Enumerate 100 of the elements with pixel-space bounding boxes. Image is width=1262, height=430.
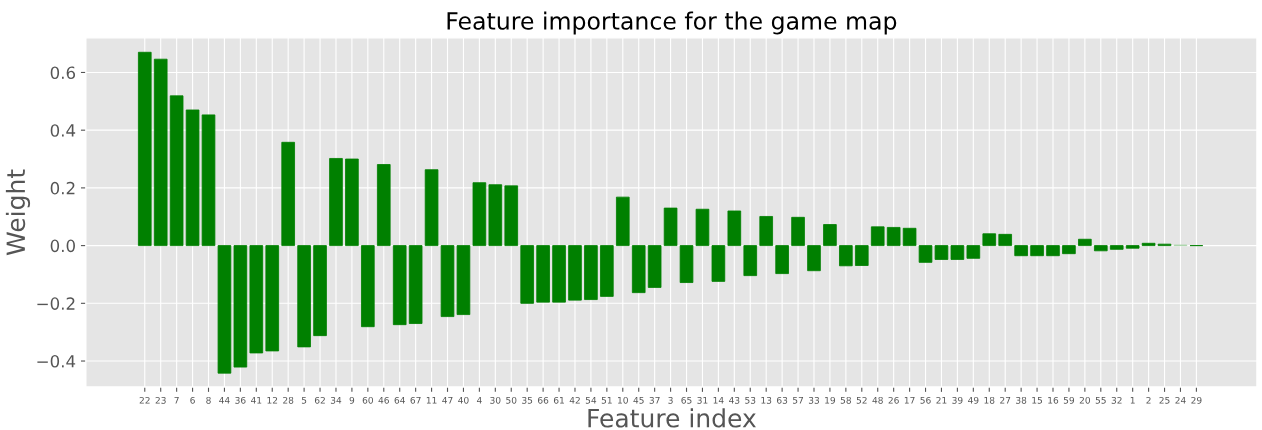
- x-tick-label: 8: [206, 396, 211, 404]
- bar: [281, 141, 295, 247]
- x-tick-label: 53: [745, 396, 756, 404]
- x-tick-label: 9: [349, 396, 355, 404]
- x-tick-label: 35: [522, 396, 533, 404]
- x-tick-label: 26: [888, 396, 899, 404]
- x-tick-label: 2: [1146, 396, 1151, 404]
- x-tick-label: 60: [362, 396, 373, 404]
- x-tick-label: 7: [174, 397, 179, 404]
- x-tick-label: 32: [1111, 396, 1122, 404]
- x-tick-label: 1: [1130, 397, 1135, 404]
- x-tick-label: 42: [569, 396, 580, 404]
- x-tick-label: 55: [1095, 397, 1106, 404]
- bar: [1109, 245, 1124, 250]
- x-tick-label: 40: [458, 396, 469, 404]
- bar: [855, 245, 869, 266]
- bar: [153, 58, 168, 247]
- bar: [743, 245, 758, 277]
- chart-title: Feature importance for the game map: [447, 11, 897, 35]
- bar: [1141, 242, 1156, 247]
- x-tick-label: 28: [283, 396, 294, 404]
- x-tick-label: 30: [490, 396, 501, 404]
- bar: [886, 227, 901, 247]
- x-tick-label: 52: [856, 396, 867, 404]
- x-tick-label: 39: [952, 396, 963, 404]
- bar: [807, 245, 821, 272]
- x-tick-label: 61: [553, 396, 564, 404]
- bar: [1078, 238, 1092, 247]
- y-tick-label: 0.2: [50, 181, 75, 195]
- x-tick-label: 6: [190, 396, 195, 404]
- x-tick-label: 18: [984, 396, 995, 404]
- bar: [552, 245, 566, 303]
- bar: [711, 245, 726, 282]
- bar: [600, 245, 614, 297]
- y-tick-label: 0.0: [50, 239, 75, 253]
- bar: [169, 95, 184, 247]
- y-tick-label: −0.2: [37, 297, 75, 310]
- bar: [329, 158, 343, 247]
- x-tick-label: 50: [506, 396, 517, 404]
- x-tick-label: 54: [585, 397, 597, 404]
- bar: [902, 227, 917, 247]
- x-tick-label: 59: [1063, 396, 1075, 404]
- bar: [759, 216, 773, 247]
- bar: [472, 182, 487, 247]
- x-tick-label: 45: [633, 397, 644, 404]
- x-tick-label: 36: [235, 396, 246, 404]
- bar: [839, 245, 853, 267]
- bar: [408, 245, 423, 324]
- bar: [488, 184, 503, 247]
- bar: [823, 224, 837, 247]
- x-tick-label: 12: [267, 396, 278, 404]
- bar: [313, 245, 327, 337]
- bar: [775, 245, 789, 275]
- x-tick-label: 64: [394, 396, 405, 404]
- x-tick-label: 21: [936, 396, 947, 404]
- x-tick-label: 25: [1159, 396, 1170, 404]
- bar: [1094, 245, 1108, 252]
- x-tick-label: 49: [968, 396, 979, 404]
- x-tick-label: 51: [601, 397, 612, 404]
- x-tick-label: 31: [697, 396, 708, 404]
- x-tick-label: 34: [330, 396, 342, 404]
- x-tick-label: 16: [1048, 396, 1059, 404]
- x-tick-label: 57: [793, 397, 804, 404]
- x-tick-label: 22: [139, 396, 150, 404]
- x-tick-label: 19: [825, 396, 836, 404]
- y-tick-label: 0.4: [50, 124, 76, 137]
- bar: [982, 233, 997, 247]
- x-tick-label: 4: [476, 397, 482, 404]
- bar: [584, 245, 598, 300]
- x-tick-label: 5: [301, 397, 307, 404]
- x-tick-label: 46: [378, 396, 389, 404]
- x-tick-label: 44: [219, 397, 230, 404]
- bar: [647, 245, 662, 288]
- bar: [520, 245, 534, 304]
- x-tick-label: 13: [761, 396, 772, 404]
- x-tick-label: 15: [1032, 397, 1043, 404]
- x-tick-label: 38: [1016, 396, 1027, 404]
- x-tick-label: 65: [681, 396, 692, 404]
- x-tick-label: 56: [920, 396, 931, 404]
- x-tick-label: 14: [713, 397, 724, 404]
- bar: [631, 245, 646, 294]
- bar: [1046, 245, 1060, 257]
- bar: [998, 233, 1012, 247]
- bar: [376, 164, 391, 247]
- bar: [1030, 245, 1044, 257]
- x-tick-label: 29: [1191, 396, 1202, 404]
- bar: [870, 226, 885, 247]
- bar: [568, 245, 582, 301]
- x-tick-label: 24: [1175, 396, 1186, 404]
- x-tick-label: 20: [1079, 396, 1091, 404]
- bar: [249, 245, 264, 354]
- x-tick-label: 48: [872, 396, 883, 404]
- bar: [297, 245, 311, 348]
- x-tick-label: 17: [904, 397, 915, 404]
- bar: [966, 245, 981, 259]
- bar: [361, 245, 375, 328]
- x-tick-label: 66: [538, 396, 549, 404]
- y-tick-label: 0.6: [50, 66, 76, 80]
- bar: [137, 51, 152, 247]
- x-tick-label: 47: [442, 397, 453, 404]
